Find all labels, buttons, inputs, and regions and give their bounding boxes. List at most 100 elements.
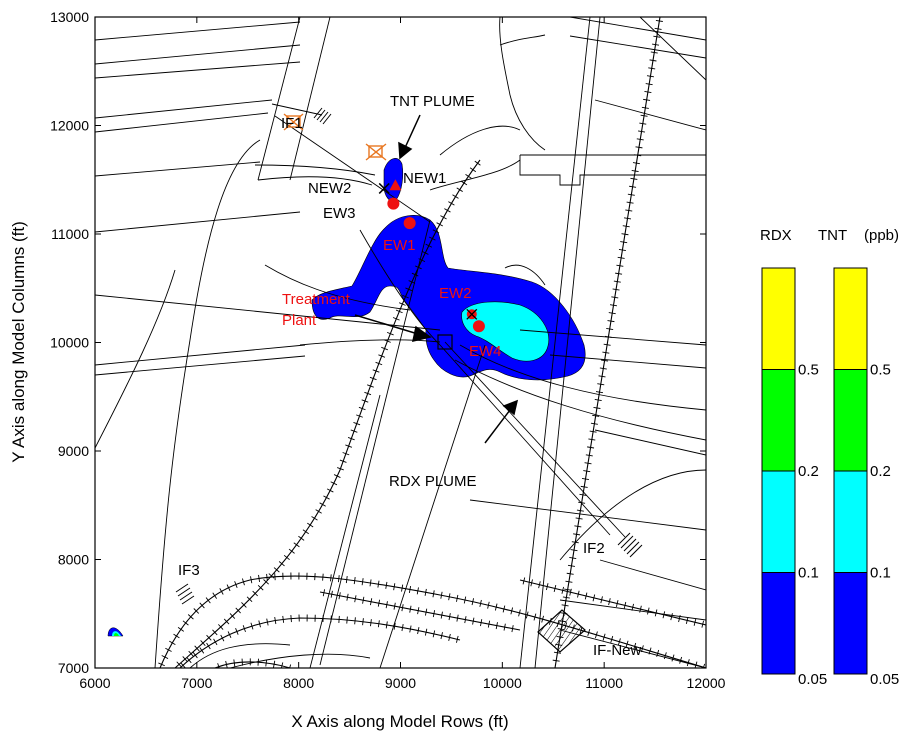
- rail-tick: [448, 613, 451, 621]
- rail-tick: [369, 376, 377, 381]
- rail-tick: [465, 173, 472, 179]
- rail-tick: [464, 616, 467, 624]
- rail-tick: [186, 657, 192, 664]
- rail-tick: [553, 584, 557, 592]
- rail-tick: [603, 343, 611, 346]
- rail-tick: [561, 604, 569, 607]
- rail-tick: [608, 312, 616, 315]
- rail-tick: [646, 75, 654, 78]
- rail-tick: [219, 588, 224, 595]
- rail-tick: [188, 650, 194, 657]
- rail-tick: [606, 327, 614, 330]
- rail-tick: [199, 647, 205, 654]
- rail-tick: [607, 320, 615, 323]
- legend-level-label: 0.1: [798, 565, 819, 582]
- map-area: [95, 17, 706, 668]
- rail-tick: [599, 367, 607, 370]
- y-tick-label: 10000: [50, 335, 89, 351]
- x-tick-label: 11000: [585, 675, 623, 691]
- rail-tick: [362, 618, 364, 626]
- rail-tick: [330, 481, 338, 486]
- rail-tick: [257, 584, 264, 591]
- rail-tick: [205, 597, 211, 604]
- rail-tick: [592, 594, 596, 602]
- rail-tick: [307, 522, 314, 528]
- legend-level-label: 0.2: [870, 463, 891, 480]
- rail-tick: [518, 609, 521, 617]
- rail-tick: [326, 488, 334, 493]
- rdx-plume-cyan: [461, 301, 550, 362]
- rail-tick: [425, 243, 433, 248]
- rail-tick: [625, 209, 633, 212]
- legend-swatch: [833, 267, 868, 370]
- well-new2-icon: [378, 182, 390, 194]
- rail-tick: [503, 623, 506, 631]
- rail-tick: [587, 446, 595, 449]
- rail-tick: [579, 493, 587, 496]
- rail-tick: [480, 619, 483, 627]
- rail-tick: [385, 581, 388, 589]
- rail-tick: [602, 351, 610, 354]
- rail-tick: [656, 649, 660, 657]
- rail-tick: [578, 501, 586, 504]
- rail-tick: [631, 603, 635, 611]
- rail-tick: [290, 615, 292, 623]
- legend-level-label: 0.05: [870, 671, 899, 688]
- rail-tick: [640, 114, 648, 117]
- rail-tick: [530, 579, 533, 587]
- rail-tick: [187, 614, 194, 620]
- x-tick-label: 7000: [181, 675, 212, 691]
- rail-tick: [601, 359, 609, 362]
- label-ew3: EW3: [323, 205, 356, 222]
- rail-tick: [432, 610, 436, 618]
- rail-tick: [370, 619, 372, 627]
- map-lines: [95, 17, 706, 668]
- rail-tick: [234, 581, 238, 588]
- rail-tick: [440, 215, 447, 220]
- rail-tick: [218, 624, 224, 630]
- y-tick-label: 13000: [50, 9, 89, 25]
- rail-tick: [408, 280, 416, 284]
- rail-tick: [280, 662, 284, 668]
- rail-tick: [227, 631, 232, 638]
- rail-tick: [487, 620, 491, 628]
- y-axis-label: Y Axis along Model Columns (ft): [9, 221, 28, 463]
- rail-tick: [444, 208, 451, 213]
- rail-tick: [655, 19, 663, 22]
- rail-tick: [425, 608, 428, 616]
- rail-tick: [522, 577, 526, 585]
- orange-cross-marker-icon: [365, 143, 387, 161]
- rail-tick: [649, 59, 657, 62]
- rail-tick: [463, 596, 467, 604]
- rail-tick: [432, 229, 440, 234]
- rail-tick: [641, 106, 649, 109]
- rail-tick: [648, 647, 652, 655]
- rail-tick: [182, 620, 189, 626]
- rail-tick: [588, 438, 596, 441]
- well-ew1-icon: [403, 217, 416, 230]
- rail-tick: [206, 642, 211, 650]
- rail-tick: [274, 573, 276, 581]
- rail-tick: [452, 194, 459, 199]
- if1-marker-icon: [313, 107, 332, 125]
- rail-tick: [333, 474, 341, 478]
- rail-tick: [408, 585, 412, 593]
- rail-tick: [573, 533, 581, 536]
- rail-tick: [233, 659, 236, 667]
- rail-tick: [322, 573, 324, 581]
- rail-tick: [206, 634, 212, 641]
- rail-tick: [432, 590, 435, 598]
- rail-tick: [212, 592, 218, 599]
- rail-tick: [354, 595, 357, 603]
- rail-tick: [569, 557, 577, 560]
- rail-tick: [479, 599, 482, 607]
- rail-tick: [353, 421, 361, 426]
- rail-tick: [401, 604, 404, 612]
- rail-tick: [565, 580, 573, 583]
- legend-level-label: 0.05: [798, 671, 827, 688]
- legend-level-label: 0.2: [798, 463, 819, 480]
- rail-tick: [577, 590, 580, 598]
- rail-tick: [644, 91, 652, 94]
- rail-tick: [354, 617, 356, 625]
- rail-tick: [416, 587, 419, 595]
